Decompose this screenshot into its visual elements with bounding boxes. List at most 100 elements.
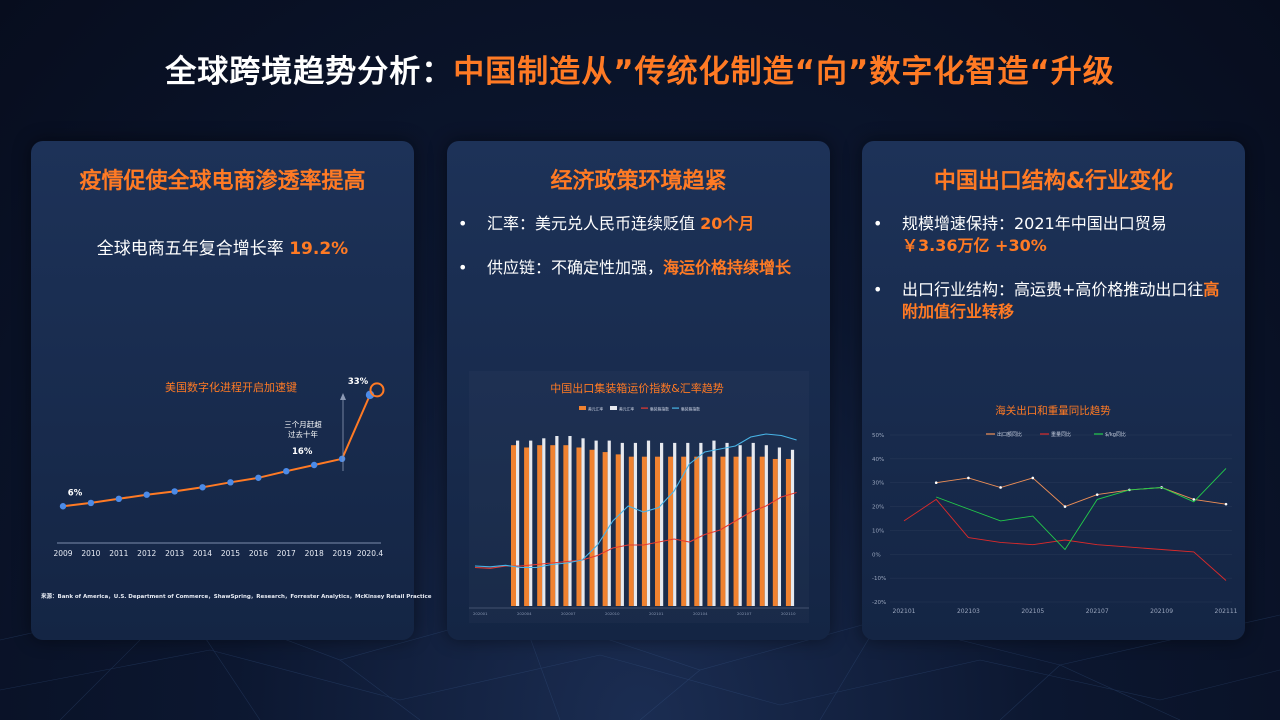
- x-tick-label: 202105: [1021, 608, 1044, 615]
- bar: [746, 456, 752, 606]
- bar: [537, 445, 543, 606]
- bar: [764, 445, 768, 606]
- bullet-dot-icon: •: [458, 258, 468, 277]
- bar: [725, 442, 729, 606]
- bar: [529, 440, 533, 606]
- bar: [633, 442, 638, 606]
- bar: [660, 442, 664, 606]
- y-tick-label: -20%: [872, 600, 886, 606]
- bullet-highlight: 海运价格持续增长: [663, 258, 792, 277]
- x-tick-label: 2011: [109, 549, 128, 558]
- x-tick-label: 2009: [53, 549, 72, 558]
- bar: [620, 442, 624, 606]
- bar: [594, 440, 598, 606]
- growth-rate-label: 全球电商五年复合增长率: [96, 239, 284, 259]
- x-tick-label: 2018: [305, 549, 324, 558]
- x-tick-label: 202001: [473, 611, 488, 616]
- bar: [576, 447, 582, 606]
- panel-ecommerce-penetration: 疫情促使全球电商渗透率提高 全球电商五年复合增长率 19.2% 美国数字化进程开…: [31, 141, 432, 640]
- x-tick-label: 202101: [649, 611, 664, 616]
- bar: [785, 458, 791, 606]
- data-point: [171, 488, 178, 495]
- bar: [707, 456, 713, 606]
- data-point: [283, 467, 290, 475]
- y-tick-label: 50%: [872, 433, 884, 439]
- chart-us-digitalization: 美国数字化进程开启加速键 2009 2010 2011 2012 2013 2014 2015…: [53, 377, 385, 558]
- y-tick-label: -10%: [872, 576, 886, 582]
- x-tick-label: 202010: [605, 611, 620, 616]
- bar: [681, 456, 687, 606]
- data-point: [227, 479, 234, 486]
- series-line: [936, 477, 1227, 508]
- data-point: [199, 484, 206, 491]
- bar: [777, 447, 782, 606]
- x-tick-label: 2020.4: [357, 549, 383, 558]
- bullet-item-supply-chain: • 供应链：不确定性加强，海运价格持续增长: [447, 257, 830, 279]
- bullet-item-exchange-rate: • 汇率：美元兑人民币连续贬值 20个月: [447, 213, 830, 235]
- data-point: [967, 476, 970, 480]
- bar: [615, 454, 621, 606]
- x-tick-label: 2016: [249, 549, 268, 558]
- bullet-dot-icon: •: [873, 280, 883, 299]
- page-title: 全球跨境趋势分析：中国制造从”传统化制造“向”数字化智造“升级: [0, 46, 1280, 91]
- bar: [699, 442, 703, 606]
- chart-title: 中国出口集装箱运价指数&汇率趋势: [550, 381, 724, 395]
- y-tick-label: 0%: [872, 552, 881, 558]
- bar: [772, 458, 778, 606]
- bar: [511, 445, 516, 606]
- y-tick-label: 30%: [872, 481, 884, 487]
- data-point: [934, 481, 938, 485]
- annotation-text-line2: 过去十年: [288, 429, 318, 439]
- bar: [581, 438, 585, 606]
- data-point: [255, 474, 262, 481]
- legend-label: 集装箱指数: [681, 407, 700, 412]
- y-tick-label: 40%: [872, 457, 884, 463]
- legend-label: 美元汇率: [588, 407, 603, 412]
- bar: [733, 456, 739, 606]
- bar: [568, 436, 572, 606]
- bar: [516, 440, 520, 606]
- page-title-highlight: 中国制造从”传统化制造“向”数字化智造“升级: [453, 54, 1115, 90]
- data-point: [1031, 476, 1035, 480]
- bar: [607, 440, 611, 606]
- bar: [550, 445, 556, 606]
- bar: [673, 442, 677, 606]
- bar: [759, 456, 765, 606]
- x-tick-label: 2017: [277, 549, 296, 558]
- bar: [555, 436, 559, 606]
- data-point: [310, 461, 318, 469]
- bullet-item-scale-growth: • 规模增速保持：2021年中国出口贸易 ￥3.36万亿 +30%: [862, 213, 1245, 257]
- x-tick-label: 202004: [517, 611, 532, 616]
- bar: [646, 440, 651, 606]
- data-point: [143, 491, 150, 498]
- bar: [602, 452, 608, 606]
- x-tick-label: 2019: [333, 549, 352, 558]
- bar: [790, 449, 795, 606]
- x-tick-label: 202110: [781, 611, 796, 616]
- chart-title: 海关出口和重量同比趋势: [995, 404, 1111, 417]
- series-line: [474, 433, 797, 569]
- data-point: [999, 486, 1002, 489]
- bullet-highlight: ￥3.36万亿 +30%: [902, 236, 1047, 255]
- growth-rate-text: 全球电商五年复合增长率 19.2%: [31, 234, 414, 259]
- x-tick-label: 202104: [693, 611, 708, 616]
- data-label: 6%: [68, 488, 83, 498]
- data-point: [1192, 498, 1196, 501]
- chart-title: 美国数字化进程开启加速键: [165, 380, 297, 394]
- bar: [524, 447, 530, 606]
- legend-swatch: [579, 406, 586, 410]
- highlight-ring: [369, 382, 385, 398]
- legend-swatch: [672, 407, 679, 409]
- bar: [542, 438, 546, 606]
- bullet-text: 汇率：美元兑人民币连续贬值: [487, 214, 696, 233]
- panel-title: 经济政策环境趋紧: [550, 169, 727, 194]
- y-tick-label: 10%: [872, 528, 884, 534]
- chart-area: [469, 371, 809, 623]
- data-point: [1095, 493, 1099, 496]
- bar: [589, 449, 595, 606]
- annotation-arrowhead: [340, 393, 346, 400]
- bar: [641, 456, 647, 606]
- x-tick-label: 202107: [1086, 608, 1109, 615]
- bullet-dot-icon: •: [873, 214, 883, 233]
- bar: [563, 445, 569, 606]
